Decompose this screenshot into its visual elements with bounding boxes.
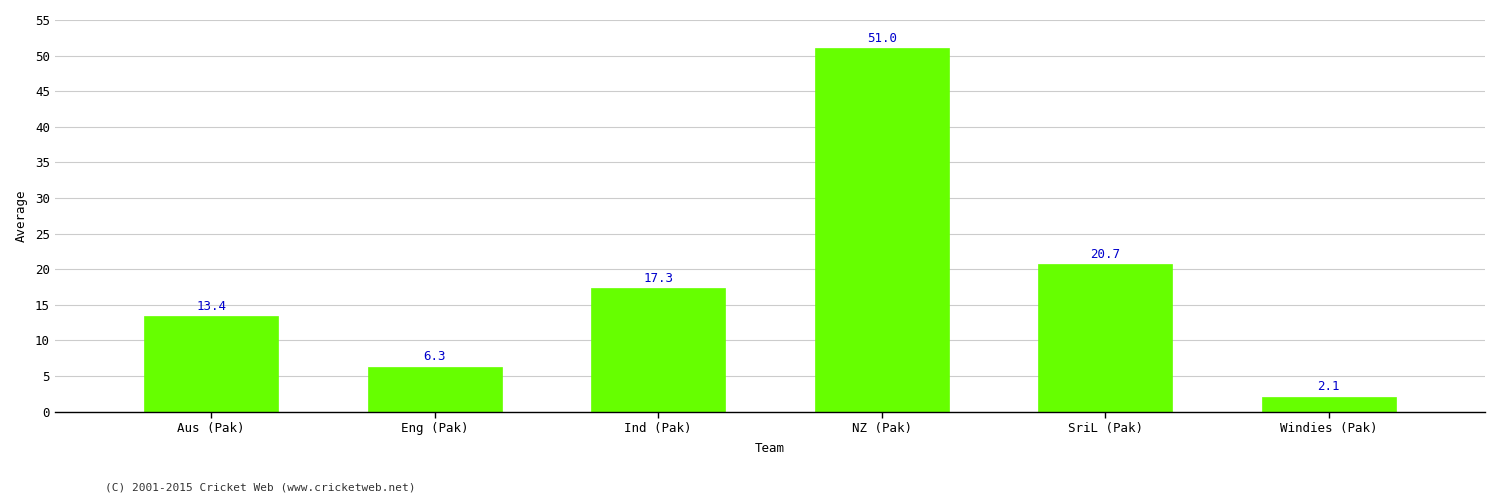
Text: 13.4: 13.4 <box>196 300 226 312</box>
Bar <box>815 48 948 412</box>
Bar <box>591 288 724 412</box>
Bar <box>1038 264 1172 412</box>
Text: 6.3: 6.3 <box>423 350 445 363</box>
Bar <box>144 316 279 412</box>
Bar <box>368 367 501 412</box>
Y-axis label: Average: Average <box>15 190 28 242</box>
Text: 20.7: 20.7 <box>1090 248 1120 260</box>
Text: 51.0: 51.0 <box>867 32 897 45</box>
X-axis label: Team: Team <box>754 442 784 455</box>
Text: (C) 2001-2015 Cricket Web (www.cricketweb.net): (C) 2001-2015 Cricket Web (www.cricketwe… <box>105 482 416 492</box>
Text: 17.3: 17.3 <box>644 272 674 285</box>
Bar <box>1262 396 1395 411</box>
Text: 2.1: 2.1 <box>1317 380 1340 393</box>
